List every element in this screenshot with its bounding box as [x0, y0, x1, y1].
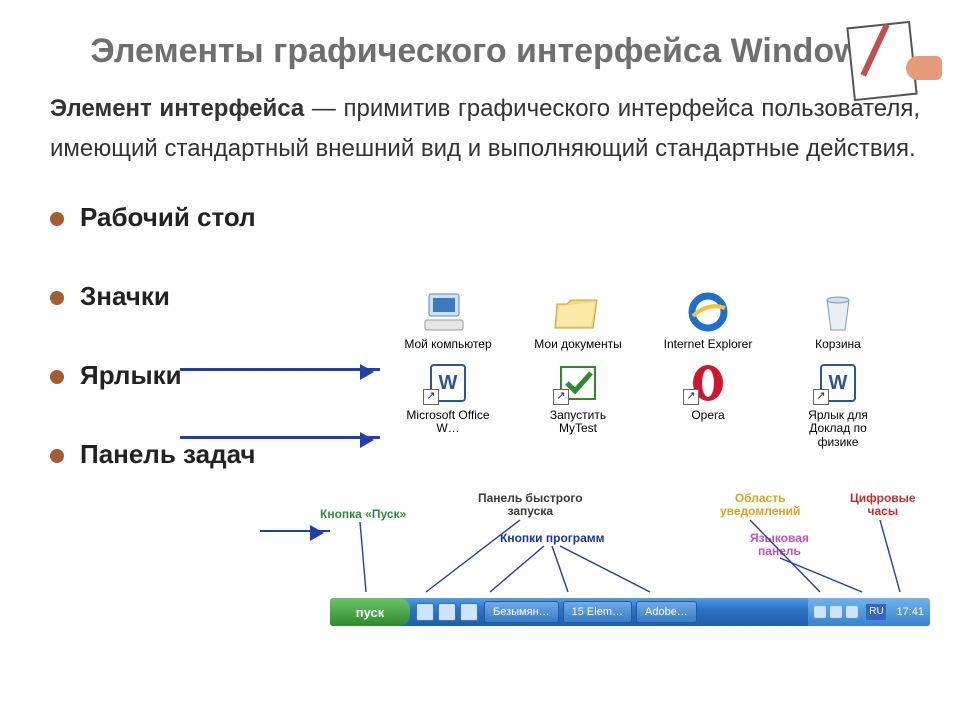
notepad-decoration — [850, 20, 940, 100]
icon-recycle-bin: Корзина — [790, 290, 886, 351]
definition-paragraph: Элемент интерфейса — примитив графическо… — [50, 89, 920, 171]
arrow-taskbar — [260, 530, 330, 532]
quick-launch-area[interactable] — [416, 603, 478, 621]
word-doc-icon: W ↗ — [813, 361, 863, 405]
word-icon: W ↗ — [423, 361, 473, 405]
taskbar-diagram: Кнопка «Пуск» Панель быстрогозапуска Кно… — [330, 492, 930, 626]
icon-label: Запустить MyTest — [530, 409, 626, 435]
shortcut-opera: ↗ Opera — [660, 361, 756, 449]
icon-label: Мой компьютер — [400, 338, 496, 351]
shortcut-arrow-icon: ↗ — [813, 389, 829, 405]
shortcut-arrow-icon: ↗ — [553, 389, 569, 405]
icon-label: Internet Explorer — [660, 338, 756, 351]
shortcut-doc-physics: W ↗ Ярлык для Доклад по физике — [790, 361, 886, 449]
definition-term: Элемент интерфейса — [50, 95, 304, 122]
start-button[interactable]: пуск — [330, 598, 410, 626]
svg-text:W: W — [439, 372, 458, 394]
icon-label: Ярлык для Доклад по физике — [790, 409, 886, 449]
icon-label: Microsoft Office W… — [400, 409, 496, 435]
shortcut-mytest: ↗ Запустить MyTest — [530, 361, 626, 449]
icon-label: Корзина — [790, 338, 886, 351]
desktop-icons-grid: Мой компьютер Мои документы Internet Exp… — [400, 290, 920, 459]
shortcut-word: W ↗ Microsoft Office W… — [400, 361, 496, 449]
taskbar-button[interactable]: Adobe… — [636, 601, 697, 623]
taskbar-button[interactable]: 15 Elem… — [563, 601, 632, 623]
language-indicator[interactable]: RU — [866, 604, 886, 620]
arrow-icons — [180, 368, 380, 371]
shortcut-arrow-icon: ↗ — [423, 389, 439, 405]
opera-icon: ↗ — [683, 361, 733, 405]
icon-label: Мои документы — [530, 338, 626, 351]
bullet-desktop: Рабочий стол — [50, 202, 920, 233]
mytest-icon: ↗ — [553, 361, 603, 405]
icon-internet-explorer: Internet Explorer — [660, 290, 756, 351]
icon-my-computer: Мой компьютер — [400, 290, 496, 351]
taskbar: пуск Безымян… 15 Elem… Adobe… RU 17:41 — [330, 598, 930, 626]
bin-icon — [813, 290, 863, 334]
taskbar-button[interactable]: Безымян… — [484, 601, 559, 623]
clock[interactable]: 17:41 — [896, 606, 924, 618]
shortcut-arrow-icon: ↗ — [683, 389, 699, 405]
icon-label: Opera — [660, 409, 756, 422]
svg-text:W: W — [829, 372, 848, 394]
icon-my-documents: Мои документы — [530, 290, 626, 351]
computer-icon — [423, 290, 473, 334]
system-tray[interactable]: RU 17:41 — [808, 598, 930, 626]
ie-icon — [683, 290, 733, 334]
folder-icon — [553, 290, 603, 334]
taskbar-pointer-lines — [330, 492, 930, 607]
slide-title: Элементы графического интерфейса Windows — [50, 30, 920, 73]
arrow-shortcuts — [180, 436, 380, 439]
